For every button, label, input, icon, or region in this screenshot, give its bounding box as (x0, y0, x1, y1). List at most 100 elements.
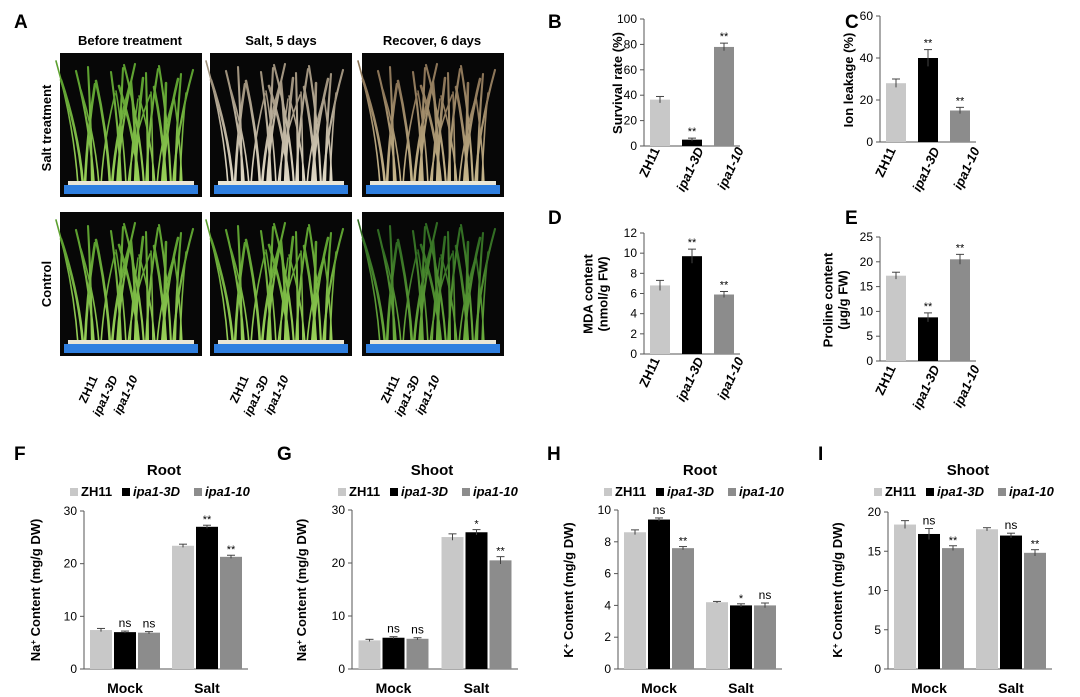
significance-mark: ** (924, 301, 933, 313)
significance-mark: * (474, 519, 479, 531)
plant-leaf (127, 253, 151, 345)
plant-leaf (115, 90, 127, 186)
bar (754, 605, 776, 669)
bar (942, 548, 964, 669)
plant-leaf (452, 250, 456, 345)
plant-leaf (361, 78, 387, 187)
plant-leaf (361, 237, 387, 346)
plant-leaf (429, 94, 453, 186)
y-tick-label: 5 (866, 329, 873, 343)
plant-leaf (323, 72, 333, 187)
bar (650, 285, 670, 354)
plant-leaf (376, 228, 398, 346)
plant-leaf (446, 226, 462, 346)
chart-title: Shoot (947, 462, 990, 479)
plant-leaf (446, 67, 462, 187)
legend-swatch (390, 488, 398, 496)
y-tick-label: 100 (617, 12, 637, 26)
significance-mark: ** (720, 31, 729, 43)
plant-leaf (302, 244, 318, 346)
legend-swatch (874, 488, 882, 496)
legend-label: ipa1-10 (473, 484, 519, 499)
y-axis-label: MDA content (581, 253, 596, 333)
plant-leaf (59, 237, 85, 346)
plant-leaf (244, 238, 262, 346)
panel-letter: B (548, 12, 562, 33)
chart-panel-h: H 0 2 4 6 8 10 K+ Content (mg/g DW) Root ZH11 ipa1… (547, 444, 785, 696)
legend-swatch (70, 488, 78, 496)
y-axis-label: (nmol/g FW) (596, 256, 611, 331)
plant-leaf (265, 221, 287, 346)
bar (1000, 535, 1022, 669)
bar (406, 638, 429, 669)
plant-leaf (382, 89, 402, 186)
panel-letter: D (548, 208, 562, 229)
x-category-label: Mock (107, 680, 143, 696)
plant-leaf (307, 223, 323, 346)
plant-leaf (382, 248, 402, 345)
y-tick-label: 0 (70, 662, 77, 676)
x-category-label: ipa1-10 (714, 354, 747, 402)
plant-leaf (396, 79, 414, 187)
y-axis-label: K+ Content (mg/g DW) (830, 522, 845, 657)
plant-leaf (260, 242, 282, 346)
plant-leaf (265, 62, 287, 187)
plant-leaf (224, 228, 246, 346)
plant-leaf (412, 83, 434, 187)
bar (196, 526, 218, 669)
plant-leaf (59, 78, 85, 187)
plant-leaf (435, 76, 447, 187)
bar (648, 519, 670, 669)
plant-leaf (133, 76, 145, 187)
plant-leaf (109, 70, 123, 187)
plant-leaf (83, 241, 97, 346)
y-tick-label: 5 (874, 623, 881, 637)
chart-panel-c: C 0 20 40 60 Ion leakage (%) ZH11 ** ipa1-3D ** ip… (841, 9, 983, 194)
x-category-label: ZH11 (872, 145, 899, 180)
bar (624, 532, 646, 669)
photo-row-label-salt: Salt treatment (39, 84, 54, 171)
bar (706, 602, 728, 669)
plant-leaf (129, 239, 139, 346)
blue-tray (214, 185, 348, 194)
plant-leaf (417, 221, 439, 346)
plant-leaf (329, 92, 337, 186)
significance-mark: ** (679, 536, 688, 548)
bar (918, 533, 940, 669)
plant-leaf (157, 64, 173, 187)
significance-mark: ns (923, 513, 936, 527)
plant-leaf (329, 251, 337, 345)
legend-swatch (926, 488, 934, 496)
seedling-base (218, 340, 344, 345)
legend-swatch (604, 488, 612, 496)
plant-leaf (464, 81, 470, 187)
plant-leaf (312, 240, 318, 346)
y-tick-label: 40 (860, 51, 874, 65)
significance-mark: ns (653, 503, 666, 517)
x-category-label: Mock (376, 680, 412, 696)
plant-leaf (133, 235, 145, 346)
y-tick-label: 30 (64, 504, 78, 518)
y-tick-label: 20 (64, 557, 78, 571)
y-tick-label: 2 (630, 327, 637, 341)
legend-swatch (462, 488, 470, 496)
chart-panel-b: B 0 20 40 60 80 100 Survival rate (%) ZH11 ** ipa1… (548, 12, 747, 194)
x-category-label: Mock (911, 680, 947, 696)
x-category-label: ipa1-3D (909, 144, 943, 193)
plant-leaf (209, 237, 235, 346)
y-tick-label: 10 (64, 609, 78, 623)
bar (672, 548, 694, 669)
chart-panel-g: G 0 10 20 30 Na+ Content (mg/g DW) Shoot ZH11 ip… (277, 444, 519, 696)
significance-mark: ** (720, 279, 729, 291)
plant-leaf (402, 252, 418, 345)
bar (90, 630, 112, 669)
panel-letter: E (845, 208, 858, 229)
plant-leaf (475, 72, 485, 187)
y-tick-label: 20 (860, 93, 874, 107)
y-axis-label: Ion leakage (%) (841, 33, 856, 128)
plant-leaf (385, 241, 399, 346)
x-category-label: Salt (194, 680, 220, 696)
plant-leaf (94, 79, 112, 187)
x-category-label: ipa1-3D (673, 354, 707, 403)
significance-mark: ** (956, 242, 965, 254)
